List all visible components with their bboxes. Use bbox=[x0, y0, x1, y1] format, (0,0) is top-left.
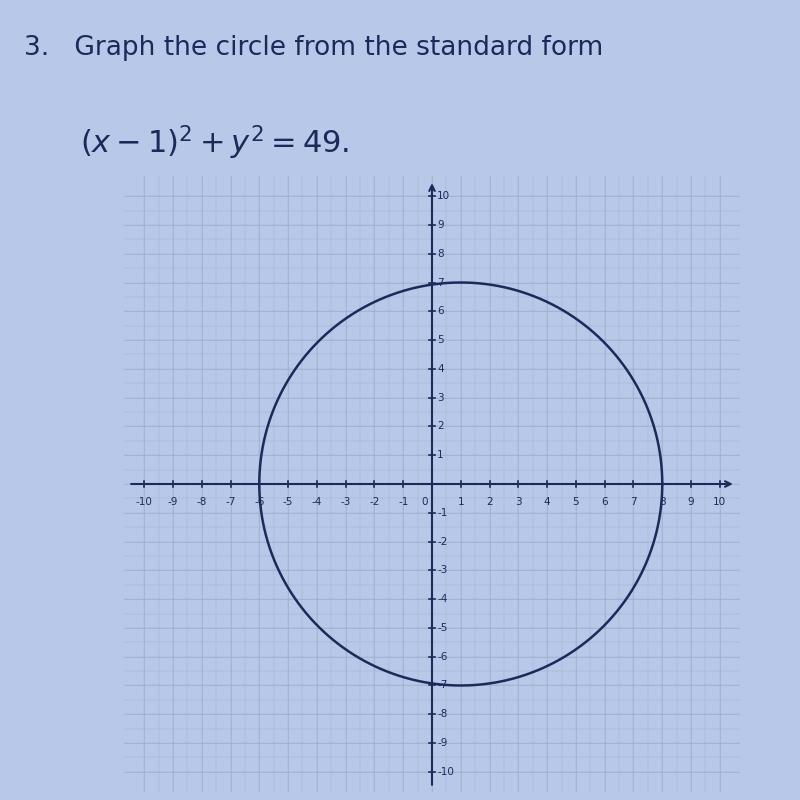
Text: 3: 3 bbox=[437, 393, 444, 402]
Text: -6: -6 bbox=[254, 497, 265, 507]
Text: 9: 9 bbox=[688, 497, 694, 507]
Text: 8: 8 bbox=[437, 249, 444, 258]
Text: -2: -2 bbox=[437, 537, 447, 546]
Text: -3: -3 bbox=[341, 497, 351, 507]
Text: 5: 5 bbox=[437, 335, 444, 345]
Text: -1: -1 bbox=[437, 508, 447, 518]
Text: -9: -9 bbox=[437, 738, 447, 748]
Text: 4: 4 bbox=[437, 364, 444, 374]
Text: 10: 10 bbox=[437, 191, 450, 201]
Text: 7: 7 bbox=[437, 278, 444, 287]
Text: -7: -7 bbox=[226, 497, 236, 507]
Text: 2: 2 bbox=[486, 497, 493, 507]
Text: 7: 7 bbox=[630, 497, 637, 507]
Text: -6: -6 bbox=[437, 652, 447, 662]
Text: -8: -8 bbox=[437, 710, 447, 719]
Text: -3: -3 bbox=[437, 566, 447, 575]
Text: -5: -5 bbox=[437, 623, 447, 633]
Text: -5: -5 bbox=[283, 497, 294, 507]
Text: -8: -8 bbox=[197, 497, 207, 507]
Text: 6: 6 bbox=[437, 306, 444, 316]
Text: -10: -10 bbox=[437, 767, 454, 777]
Text: 8: 8 bbox=[659, 497, 666, 507]
Text: -2: -2 bbox=[370, 497, 380, 507]
Text: 4: 4 bbox=[544, 497, 550, 507]
Text: -10: -10 bbox=[136, 497, 153, 507]
Text: 3.   Graph the circle from the standard form: 3. Graph the circle from the standard fo… bbox=[24, 35, 603, 62]
Text: -4: -4 bbox=[437, 594, 447, 604]
Text: 9: 9 bbox=[437, 220, 444, 230]
Text: 2: 2 bbox=[437, 422, 444, 431]
Text: 5: 5 bbox=[573, 497, 579, 507]
Text: 1: 1 bbox=[437, 450, 444, 460]
Text: -1: -1 bbox=[398, 497, 409, 507]
Text: $(x-1)^2 + y^2 = 49.$: $(x-1)^2 + y^2 = 49.$ bbox=[80, 123, 350, 162]
Text: -4: -4 bbox=[312, 497, 322, 507]
Text: -9: -9 bbox=[168, 497, 178, 507]
Text: -7: -7 bbox=[437, 681, 447, 690]
Text: 3: 3 bbox=[515, 497, 522, 507]
Text: 1: 1 bbox=[458, 497, 464, 507]
Text: 10: 10 bbox=[714, 497, 726, 507]
Text: 6: 6 bbox=[602, 497, 608, 507]
Text: 0: 0 bbox=[422, 497, 428, 507]
